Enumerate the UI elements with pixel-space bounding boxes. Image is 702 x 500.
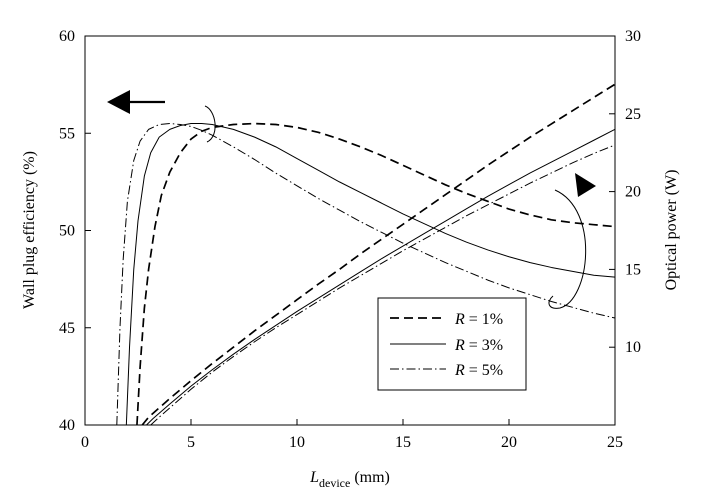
right-axis-arrow-head [575,173,596,197]
x-axis-title: Ldevice (mm) [309,469,390,490]
series-layer [116,83,616,426]
left-y-tick-label: 45 [59,320,75,337]
right-y-tick-label: 15 [625,261,641,278]
legend-label-r5-var: R [454,362,465,379]
efficiency-curves-bracket [204,105,216,143]
x-tick-label: 10 [289,434,305,451]
left-axis-arrow-head [107,90,130,114]
series-efficiency-r3 [125,123,616,426]
legend-label-r1-var: R [454,311,465,328]
x-axis-ticks: 0 5 10 15 20 25 [81,419,623,451]
series-efficiency-r1 [136,122,616,426]
legend-label-r3: R = 3% [454,337,503,354]
power-curves-bracket [548,189,587,309]
left-y-axis-ticks: 40 45 50 55 60 [59,28,91,434]
legend-label-r3-var: R [454,337,465,354]
right-y-axis-ticks: 10 15 20 25 30 [609,28,641,356]
left-y-tick-label: 40 [59,417,75,434]
x-tick-label: 5 [187,434,195,451]
legend: R = 1% R = 3% R = 5% [377,297,527,391]
x-tick-label: 20 [501,434,517,451]
right-y-tick-label: 20 [625,184,641,201]
legend-label-r5: R = 5% [454,362,503,379]
series-efficiency-r5 [116,123,616,426]
x-axis-title-main: L [309,469,319,486]
left-y-tick-label: 55 [59,125,75,142]
left-y-axis-title: Wall plug efficiency (%) [21,151,38,309]
left-y-tick-label: 60 [59,28,75,45]
right-y-tick-label: 30 [625,28,641,45]
legend-label-r3-text: = 3% [465,337,503,354]
x-tick-label: 25 [607,434,623,451]
x-axis-title-unit: (mm) [350,469,390,486]
legend-label-r1: R = 1% [454,311,503,328]
left-y-tick-label: 50 [59,223,75,240]
legend-label-r1-text: = 1% [465,311,503,328]
x-axis-title-sub: device [319,476,350,490]
series-power-r3 [146,128,616,426]
plot-frame [84,35,616,426]
series-power-r1 [141,83,616,426]
series-power-r5 [150,144,616,426]
legend-label-r5-text: = 5% [465,362,503,379]
right-y-tick-label: 10 [625,339,641,356]
right-y-axis-title: Optical power (W) [663,170,680,291]
right-y-tick-label: 25 [625,106,641,123]
x-tick-label: 0 [81,434,89,451]
x-tick-label: 15 [395,434,411,451]
